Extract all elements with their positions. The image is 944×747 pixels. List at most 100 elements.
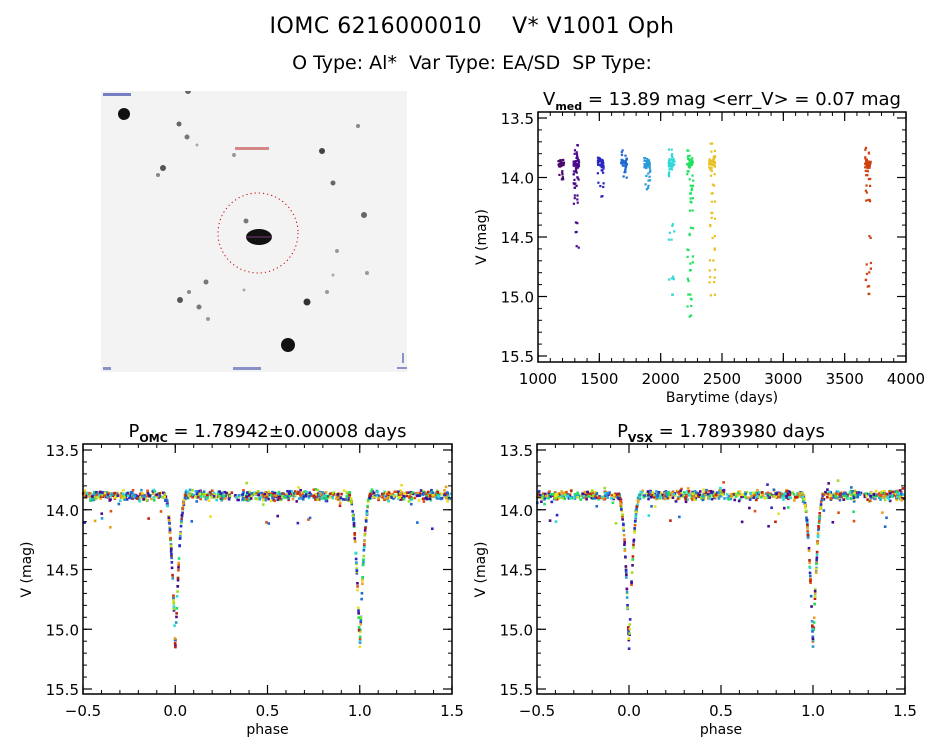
data-point <box>243 496 246 500</box>
data-point <box>601 159 604 162</box>
data-point <box>302 495 306 498</box>
data-point <box>175 612 178 615</box>
data-point <box>596 156 600 159</box>
data-point <box>786 506 790 509</box>
data-point <box>687 249 690 252</box>
data-point <box>789 496 792 500</box>
data-point <box>711 491 715 494</box>
data-point <box>782 506 786 510</box>
data-point <box>338 504 342 508</box>
data-point <box>641 489 645 493</box>
data-point <box>804 506 807 510</box>
data-point <box>627 638 631 642</box>
data-point <box>667 165 671 168</box>
data-point <box>865 161 868 164</box>
data-point <box>561 176 564 179</box>
data-point <box>177 563 180 567</box>
data-point <box>417 492 420 496</box>
data-point <box>710 200 714 203</box>
data-point <box>280 492 284 495</box>
data-point <box>702 491 706 495</box>
data-point <box>886 495 890 499</box>
data-point <box>614 492 617 496</box>
data-point <box>709 276 712 279</box>
data-point <box>847 492 850 496</box>
data-point <box>686 498 689 501</box>
data-point <box>733 493 737 496</box>
data-point <box>276 492 279 495</box>
data-point <box>537 492 540 496</box>
data-point <box>255 491 259 495</box>
data-point <box>597 496 600 500</box>
data-point <box>670 168 674 171</box>
data-point <box>590 493 593 496</box>
data-point <box>445 496 448 500</box>
data-point <box>613 494 616 497</box>
survey-label <box>103 93 131 96</box>
data-point <box>628 623 632 626</box>
data-point <box>633 529 636 532</box>
data-point <box>598 157 602 161</box>
data-point <box>191 488 194 492</box>
data-point <box>701 498 705 502</box>
data-point <box>815 550 819 554</box>
data-point <box>752 491 755 495</box>
data-point <box>624 570 628 574</box>
data-point <box>880 491 883 495</box>
data-point <box>578 494 582 497</box>
data-point <box>148 494 151 498</box>
data-point <box>895 490 899 494</box>
data-point <box>288 494 292 498</box>
data-point <box>713 280 716 284</box>
data-point <box>342 489 346 492</box>
data-point <box>548 493 551 497</box>
data-point <box>363 532 367 536</box>
data-point <box>690 201 693 204</box>
data-point <box>88 495 91 498</box>
data-point <box>172 602 176 605</box>
data-point <box>731 492 735 496</box>
data-point <box>590 489 594 492</box>
data-point <box>269 499 273 503</box>
data-point <box>736 492 740 495</box>
data-point <box>576 198 579 201</box>
data-point <box>434 493 438 497</box>
data-point <box>687 490 691 493</box>
data-point <box>750 494 753 498</box>
data-point <box>623 548 627 552</box>
data-point <box>402 497 406 501</box>
data-point <box>667 160 671 163</box>
data-point <box>235 496 238 499</box>
data-point <box>613 496 616 499</box>
data-point <box>175 595 179 598</box>
data-point <box>648 163 651 166</box>
data-point <box>576 166 580 169</box>
data-point <box>428 497 432 501</box>
data-point <box>301 497 305 501</box>
data-point <box>210 489 214 492</box>
x-tick-label: −0.5 <box>65 702 101 720</box>
data-point <box>177 568 180 572</box>
data-point <box>840 495 843 499</box>
data-point <box>141 495 144 498</box>
data-point <box>560 494 564 498</box>
data-point <box>836 479 840 482</box>
data-point <box>815 556 819 560</box>
data-point <box>179 534 182 538</box>
data-point <box>576 491 579 495</box>
data-point <box>624 154 627 157</box>
data-point <box>839 491 843 495</box>
data-point <box>868 164 871 167</box>
data-point <box>815 562 818 566</box>
data-point <box>188 494 191 497</box>
data-point <box>646 490 650 493</box>
data-point <box>357 616 361 619</box>
data-point <box>600 166 603 169</box>
data-point <box>649 169 652 172</box>
data-point <box>103 491 107 495</box>
data-point <box>432 494 435 497</box>
data-point <box>180 521 183 524</box>
data-point <box>413 496 417 500</box>
data-point <box>325 497 328 500</box>
data-point <box>643 494 647 497</box>
